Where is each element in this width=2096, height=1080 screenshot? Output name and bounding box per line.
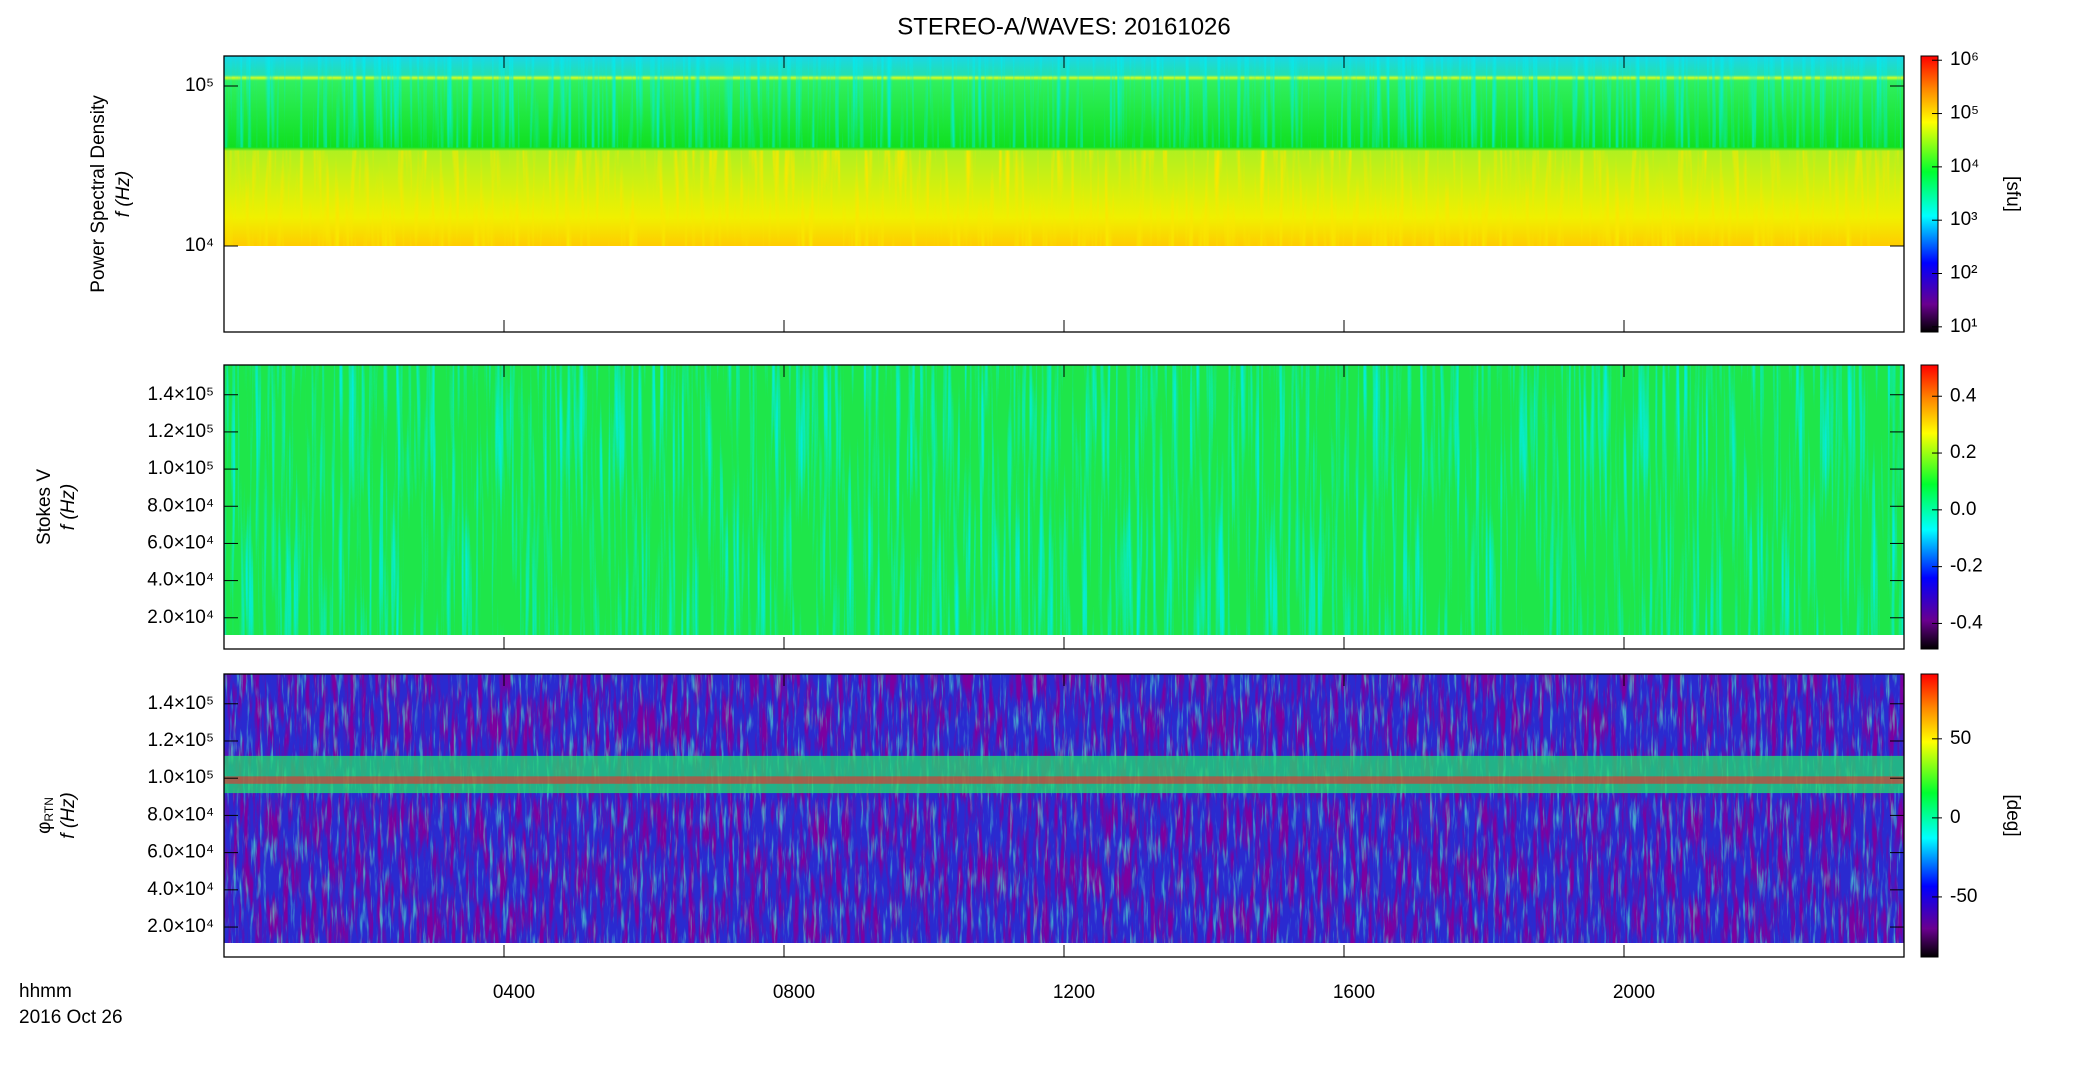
x-tick-label: 1200 bbox=[1053, 982, 1095, 1003]
y-axis-label: Stokes V bbox=[34, 469, 55, 545]
colorbar-tick-label: 10³ bbox=[1950, 209, 1977, 230]
y-tick-label: 1.2×10⁵ bbox=[147, 730, 214, 751]
spectrogram-texture bbox=[224, 56, 1904, 148]
colorbar-tick-label: 10¹ bbox=[1950, 316, 1977, 337]
spectrogram-texture bbox=[224, 150, 1904, 246]
y-tick-label: 1.0×10⁵ bbox=[147, 767, 214, 788]
spectrogram-texture bbox=[224, 365, 1904, 635]
x-tick-label: 2000 bbox=[1613, 982, 1655, 1003]
colorbar bbox=[1920, 673, 1939, 958]
spectrogram-band bbox=[224, 755, 1904, 794]
colorbar bbox=[1920, 364, 1939, 650]
colorbar bbox=[1920, 55, 1939, 333]
colorbar-tick-label: 10⁵ bbox=[1950, 103, 1979, 124]
x-axis-date: 2016 Oct 26 bbox=[19, 1007, 123, 1028]
x-tick-label: 0800 bbox=[773, 982, 815, 1003]
y-axis-label: f (Hz) bbox=[113, 171, 134, 217]
colorbar-label: [sfu] bbox=[2002, 176, 2023, 212]
y-tick-label: 4.0×10⁴ bbox=[147, 570, 214, 591]
y-tick-label: 10⁴ bbox=[185, 235, 214, 256]
colorbar-tick-label: 50 bbox=[1950, 728, 1971, 749]
colorbar-tick-label: 10⁶ bbox=[1950, 49, 1979, 70]
y-tick-label: 8.0×10⁴ bbox=[147, 804, 214, 825]
y-tick-label: 8.0×10⁴ bbox=[147, 495, 214, 516]
y-tick-label: 10⁵ bbox=[185, 75, 214, 96]
y-tick-label: 2.0×10⁴ bbox=[147, 916, 214, 937]
colorbar-tick-label: 10⁴ bbox=[1950, 156, 1979, 177]
y-axis-label-text: Power Spectral Density bbox=[88, 95, 109, 293]
colorbar-tick-label: 0.4 bbox=[1950, 385, 1977, 406]
y-tick-label: 1.2×10⁵ bbox=[147, 421, 214, 442]
x-tick-label: 0400 bbox=[493, 982, 535, 1003]
colorbar-label: [deg] bbox=[2002, 794, 2023, 836]
colorbar-tick-label: -0.4 bbox=[1950, 612, 1983, 633]
y-axis-label-text: Stokes V bbox=[34, 469, 55, 545]
colorbar-tick-label: 10² bbox=[1950, 263, 1977, 284]
spectrogram-texture bbox=[224, 674, 1904, 943]
x-tick-label: 1600 bbox=[1333, 982, 1375, 1003]
spectrogram-band bbox=[224, 776, 1904, 784]
y-tick-label: 1.4×10⁵ bbox=[147, 384, 214, 405]
y-axis-label: f (Hz) bbox=[58, 792, 79, 838]
y-axis-label: φRTN bbox=[34, 797, 56, 834]
colorbar-tick-label: 0.0 bbox=[1950, 499, 1976, 520]
y-tick-label: 6.0×10⁴ bbox=[147, 842, 214, 863]
colorbar-tick-label: 0.2 bbox=[1950, 442, 1976, 463]
x-axis-label: hhmm bbox=[19, 981, 72, 1002]
y-axis-label-text: φ bbox=[34, 822, 55, 834]
y-axis-label: Power Spectral Density bbox=[88, 95, 109, 293]
colorbar-tick-label: -50 bbox=[1950, 886, 1977, 907]
y-tick-label: 1.4×10⁵ bbox=[147, 693, 214, 714]
y-axis-label-sub: RTN bbox=[42, 797, 56, 821]
y-tick-label: 6.0×10⁴ bbox=[147, 532, 214, 553]
y-tick-label: 4.0×10⁴ bbox=[147, 879, 214, 900]
y-tick-label: 2.0×10⁴ bbox=[147, 607, 214, 628]
colorbar-tick-label: 0 bbox=[1950, 807, 1961, 828]
figure-title: STEREO-A/WAVES: 20161026 bbox=[897, 13, 1230, 40]
y-tick-label: 1.0×10⁵ bbox=[147, 458, 214, 479]
y-axis-label: f (Hz) bbox=[58, 484, 79, 530]
colorbar-tick-label: -0.2 bbox=[1950, 556, 1983, 577]
